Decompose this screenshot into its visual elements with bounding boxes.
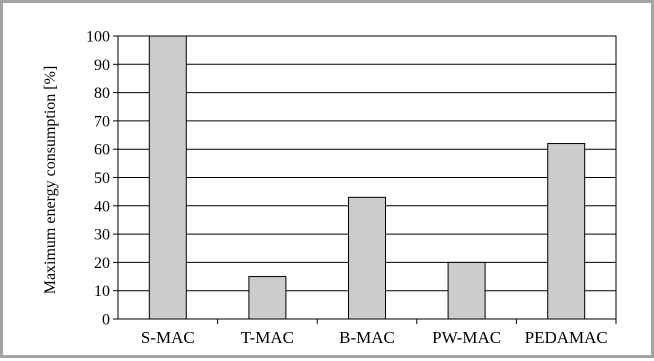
axes [113,35,617,324]
x-tick-label: B-MAC [339,328,395,347]
y-tick-label: 50 [94,170,110,187]
y-tick-label: 60 [94,142,110,159]
x-tick-label: S-MAC [141,328,195,347]
bars [148,35,586,320]
x-tick-label: PEDAMAC [525,328,608,347]
y-tick-label: 70 [94,113,110,130]
x-tick-label: PW-MAC [432,328,501,347]
y-tick-labels: 0 10 20 30 40 50 60 70 80 90 100 [86,29,110,329]
y-tick-label: 0 [102,312,110,329]
x-tick-label: T-MAC [241,328,294,347]
y-tick-label: 30 [94,227,110,244]
y-tick-label: 40 [94,198,110,215]
bar-t-mac [248,276,287,320]
y-tick-label: 20 [94,255,110,272]
bar-pedamac [547,143,586,320]
y-axis-title: Maximum energy consumption [%] [42,66,59,295]
y-tick-label: 90 [94,57,110,74]
x-tick-labels: S-MAC T-MAC B-MAC PW-MAC PEDAMAC [141,328,608,347]
bar-s-mac [148,35,187,320]
bar-chart: 0 10 20 30 40 50 60 70 80 90 100 S-MAC T-MAC B-MAC PW… [42,29,617,347]
y-tick-label: 80 [94,85,110,102]
y-tick-label: 10 [94,283,110,300]
y-tick-label: 100 [86,29,110,46]
plot-area-border [117,35,617,320]
bar-b-mac [348,196,386,320]
bar-pw-mac [447,261,486,320]
